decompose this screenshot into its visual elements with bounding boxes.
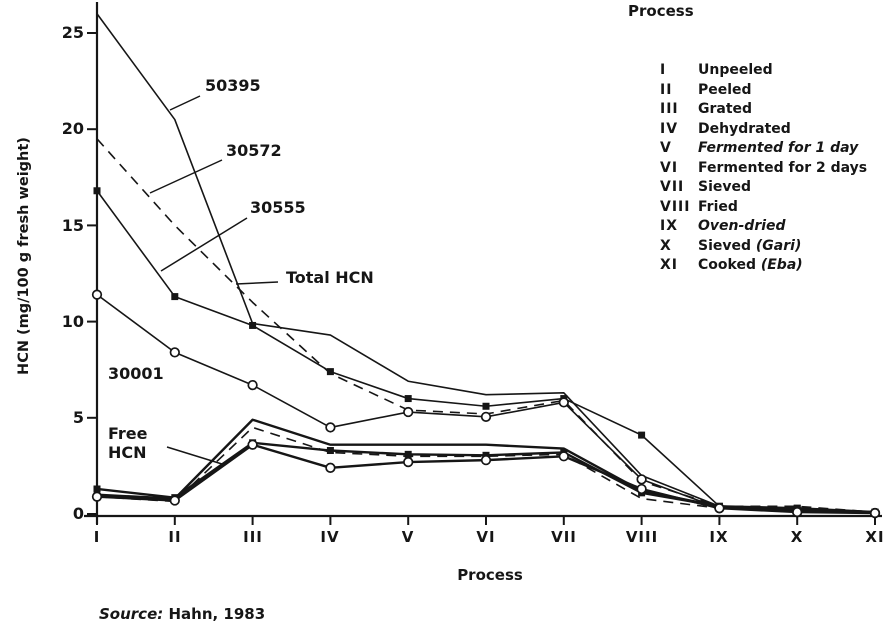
marker-open-circle-cultivar-30001-total-hcn — [480, 411, 492, 422]
x-tick-label-viii: VIII — [625, 528, 659, 546]
marker-filled-square-cultivar-30555-total-hcn — [404, 395, 412, 403]
annotation-free-hcn-line2: HCN — [108, 443, 147, 462]
x-tick-label-ii: II — [168, 528, 182, 546]
legend-numeral: IV — [660, 121, 679, 137]
y-tick-label-25: 25 — [61, 23, 84, 42]
marker-open-circle-cultivar-30001-total-hcn — [169, 347, 180, 358]
annotation-30555: 30555 — [250, 198, 306, 217]
y-axis-title: HCN (mg/100 g fresh weight) — [16, 137, 32, 375]
legend-label: Sieved — [698, 179, 752, 195]
legend-label: Oven-dried — [698, 218, 786, 234]
annotation-pointer-total-hcn — [235, 281, 279, 285]
marker-filled-square-cultivar-30555-total-hcn — [93, 187, 101, 195]
y-tick-label-20: 20 — [61, 119, 84, 138]
y-tick-label-10: 10 — [61, 312, 84, 331]
annotation-free-hcn-line1: Free — [108, 424, 148, 443]
legend-label-suffix: (Eba) — [760, 257, 803, 273]
legend-label-text: Cooked — [698, 257, 761, 273]
legend-label: Grated — [698, 101, 753, 117]
annotation-pointer-30572 — [149, 159, 223, 194]
marker-filled-square-cultivar-30555-total-hcn — [171, 293, 179, 301]
marker-open-circle-cultivar-30001-total-hcn — [403, 406, 414, 418]
source-line: Source: Hahn, 1983 — [99, 605, 265, 623]
legend-label-suffix: (Gari) — [755, 238, 802, 254]
marker-filled-square-cultivar-30555-total-hcn — [326, 368, 334, 376]
annotation-pointer-free-hcn — [166, 446, 223, 465]
annotation-30001: 30001 — [108, 364, 164, 383]
marker-open-circle-cultivar-30001-free-hcn — [636, 483, 647, 495]
legend-label: Fermented for 2 days — [698, 160, 868, 176]
legend-title: Process — [628, 2, 694, 20]
marker-open-circle-cultivar-30001-free-hcn — [91, 491, 103, 502]
marker-filled-square-cultivar-30555-total-hcn — [482, 402, 490, 410]
legend-numeral: III — [660, 101, 679, 117]
x-tick-label-vi: VI — [476, 528, 496, 546]
annotation-30572: 30572 — [226, 141, 282, 160]
marker-filled-square-cultivar-30555-free-hcn — [326, 447, 334, 455]
source-text: Hahn, 1983 — [163, 605, 266, 623]
legend-numeral: VII — [660, 179, 685, 195]
marker-open-circle-cultivar-30001-free-hcn — [714, 503, 725, 514]
legend-label: Fermented for 1 day — [698, 140, 859, 156]
legend-label: Dehydrated — [698, 121, 791, 137]
marker-open-circle-cultivar-30001-free-hcn — [247, 439, 258, 450]
marker-open-circle-cultivar-30001-total-hcn — [91, 289, 103, 300]
x-tick-label-i: I — [93, 528, 101, 546]
legend-label-text: Sieved — [698, 238, 756, 254]
annotation-50395: 50395 — [205, 76, 261, 95]
marker-open-circle-cultivar-30001-free-hcn — [480, 454, 492, 466]
annotation-pointer-30555 — [160, 217, 248, 272]
x-axis-title: Process — [457, 566, 523, 584]
annotation-free-hcn: Free HCN — [108, 424, 148, 462]
y-tick-label-5: 5 — [72, 408, 84, 427]
marker-open-circle-cultivar-30001-free-hcn — [558, 451, 569, 462]
marker-filled-square-cultivar-30555-total-hcn — [249, 321, 257, 329]
x-tick-label-iv: IV — [320, 528, 340, 546]
legend-numeral: X — [660, 238, 672, 254]
legend-label: Fried — [698, 199, 738, 215]
x-tick-label-ix: IX — [709, 528, 729, 546]
marker-open-circle-cultivar-30001-total-hcn — [558, 397, 569, 408]
legend-numeral: VIII — [660, 199, 691, 215]
legend-numeral: XI — [660, 257, 679, 273]
source-prefix: Source: — [99, 605, 164, 623]
marker-open-circle-cultivar-30001-total-hcn — [247, 379, 258, 391]
legend-label: Peeled — [698, 82, 752, 98]
legend-numeral: IX — [660, 218, 679, 234]
y-tick-label-0: 0 — [72, 504, 84, 523]
marker-filled-square-cultivar-30555-free-hcn — [404, 450, 412, 458]
marker-open-circle-cultivar-30001-free-hcn — [869, 507, 881, 519]
marker-open-circle-cultivar-30001-free-hcn — [169, 495, 180, 506]
x-tick-label-xi: XI — [865, 528, 885, 546]
legend-numeral: II — [660, 82, 673, 98]
marker-filled-square-cultivar-30555-free-hcn — [93, 485, 101, 493]
marker-open-circle-cultivar-30001-total-hcn — [325, 422, 336, 433]
legend: Process I Unpeeled II Peeled III Grated IV D… — [626, 2, 888, 273]
legend-label: Cooked (Eba) — [698, 257, 803, 273]
legend-numeral: VI — [660, 160, 679, 176]
marker-open-circle-cultivar-30001-free-hcn — [325, 462, 336, 473]
legend-label: Unpeeled — [698, 62, 773, 78]
series-line-cultivar-50395-free-hcn — [96, 418, 876, 514]
x-tick-label-iii: III — [243, 528, 263, 546]
legend-label: Sieved (Gari) — [698, 238, 801, 254]
annotation-pointer-50395 — [169, 95, 201, 111]
marker-open-circle-cultivar-30001-free-hcn — [792, 506, 803, 518]
annotation-total-hcn: Total HCN — [286, 268, 374, 287]
x-tick-label-x: X — [790, 528, 804, 546]
legend-numeral: I — [660, 62, 667, 78]
marker-open-circle-cultivar-30001-total-hcn — [636, 474, 647, 485]
x-tick-label-vii: VII — [551, 528, 577, 546]
marker-open-circle-cultivar-30001-free-hcn — [403, 456, 414, 468]
x-tick-label-v: V — [401, 528, 415, 546]
marker-filled-square-cultivar-30555-total-hcn — [638, 431, 646, 439]
legend-numeral: V — [660, 140, 672, 156]
y-tick-label-15: 15 — [61, 216, 84, 235]
